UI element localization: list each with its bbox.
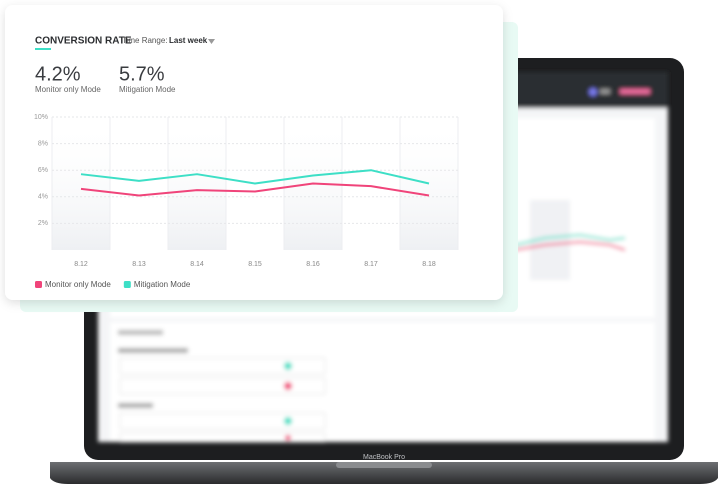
summary-label: Mitigation Mode xyxy=(119,85,176,94)
device-label: MacBook Pro xyxy=(363,454,405,461)
summary-value: 4.2% xyxy=(35,63,81,85)
y-tick-label: 4% xyxy=(38,194,48,201)
time-range-label: Time Range: xyxy=(122,36,168,45)
y-tick-label: 2% xyxy=(38,220,48,227)
chart-title: CONVERSION RATE xyxy=(35,36,132,47)
band-shade xyxy=(52,117,110,250)
x-tick-label: 8.14 xyxy=(190,261,204,268)
legend-swatch xyxy=(35,281,42,288)
x-tick-label: 8.17 xyxy=(364,261,378,268)
laptop-base xyxy=(50,462,718,484)
legend-label: Mitigation Mode xyxy=(134,280,191,289)
legend-label: Monitor only Mode xyxy=(45,280,111,289)
x-tick-label: 8.12 xyxy=(74,261,88,268)
card xyxy=(5,5,503,300)
summary-label: Monitor only Mode xyxy=(35,85,101,94)
title-underline xyxy=(35,48,51,50)
x-tick-label: 8.15 xyxy=(248,261,262,268)
laptop-notch xyxy=(336,462,432,468)
y-tick-label: 6% xyxy=(38,167,48,174)
legend-swatch xyxy=(123,281,131,288)
x-tick-label: 8.16 xyxy=(306,261,320,268)
y-tick-label: 8% xyxy=(38,140,48,147)
y-tick-label: 10% xyxy=(34,114,48,121)
band-shade xyxy=(168,117,226,250)
series-line xyxy=(80,182,430,197)
series-line xyxy=(80,169,430,185)
x-tick-label: 8.18 xyxy=(422,261,436,268)
x-tick-label: 8.13 xyxy=(132,261,146,268)
summary-value: 5.7% xyxy=(119,63,165,85)
time-range[interactable]: Last week xyxy=(169,36,208,45)
dropdown-arrow[interactable] xyxy=(208,39,215,44)
